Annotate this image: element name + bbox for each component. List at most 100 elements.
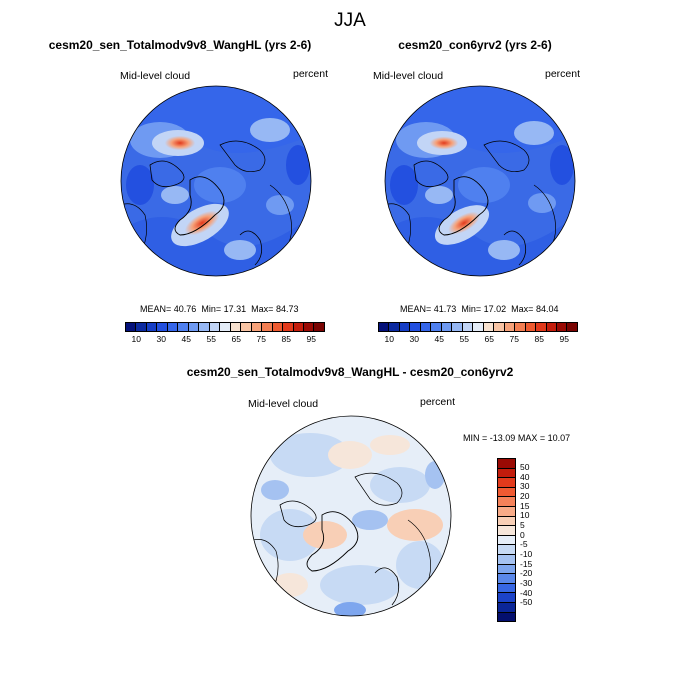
colorbar-swatch: [431, 323, 442, 331]
colorbar-swatch: [567, 323, 577, 331]
panel2-mean: 41.73: [433, 304, 457, 314]
panel1-units-label: percent: [293, 68, 329, 80]
panel1-min-label: Min=: [201, 304, 222, 314]
colorbar-tick-label: 10: [520, 510, 530, 521]
colorbar-swatch: [556, 323, 568, 331]
diff-min: -13.09: [489, 433, 516, 443]
colorbar-swatch: [126, 323, 137, 331]
colorbar-swatch: [494, 323, 505, 331]
colorbar-swatch: [473, 323, 484, 331]
panel2-max: 84.04: [535, 304, 559, 314]
diff-variable-label: Mid-level cloud: [248, 398, 319, 410]
panel2-min: 17.02: [483, 304, 507, 314]
colorbar-swatch: [251, 323, 263, 331]
colorbar-swatch: [483, 323, 495, 331]
colorbar-swatch: [136, 323, 147, 331]
colorbar-swatch: [498, 602, 515, 613]
diff-colorbar: [497, 458, 516, 622]
panel2-colorbar: [378, 322, 578, 332]
colorbar-swatch: [498, 459, 515, 469]
colorbar-swatch: [399, 323, 411, 331]
colorbar-tick-label: 85: [534, 334, 544, 344]
colorbar-swatch: [536, 323, 547, 331]
figure-title: JJA: [334, 10, 366, 31]
colorbar-swatch: [272, 323, 284, 331]
colorbar-tick-label: -20: [520, 568, 533, 579]
colorbar-swatch: [498, 506, 515, 517]
colorbar-tick-label: 10: [384, 334, 394, 344]
panel1-max-label: Max=: [251, 304, 274, 314]
panel2-max-label: Max=: [511, 304, 534, 314]
colorbar-tick-label: -30: [520, 577, 533, 588]
colorbar-tick-label: 45: [434, 334, 444, 344]
colorbar-swatch: [146, 323, 158, 331]
colorbar-swatch: [498, 516, 515, 527]
colorbar-swatch: [314, 323, 324, 331]
panel1-min: 17.31: [223, 304, 247, 314]
colorbar-swatch: [283, 323, 294, 331]
colorbar-swatch: [303, 323, 315, 331]
colorbar-swatch: [199, 323, 210, 331]
colorbar-swatch: [379, 323, 390, 331]
colorbar-swatch: [389, 323, 400, 331]
diff-colorbar-ticks: 50 40 30 20 15 10 5 0 -5 -10 -15 -20 -30 -40 -50: [520, 458, 550, 622]
colorbar-tick-label: -15: [520, 558, 533, 569]
colorbar-swatch: [241, 323, 252, 331]
colorbar-swatch: [209, 323, 221, 331]
colorbar-swatch: [220, 323, 231, 331]
panel1-max: 84.73: [275, 304, 299, 314]
colorbar-tick-label: 95: [559, 334, 569, 344]
colorbar-swatch: [498, 545, 515, 555]
panel2-min-label: Min=: [461, 304, 482, 314]
colorbar-tick-label: 75: [256, 334, 266, 344]
colorbar-tick-label: -40: [520, 587, 533, 598]
colorbar-tick-label: 15: [520, 500, 530, 511]
colorbar-swatch: [498, 478, 515, 488]
diff-min-label: MIN =: [463, 433, 488, 443]
diff-polar-map: [250, 415, 452, 617]
panel1-stats: MEAN= 40.76 Min= 17.31 Max= 84.73: [140, 304, 298, 314]
colorbar-swatch: [498, 564, 515, 575]
colorbar-swatch: [410, 323, 421, 331]
diff-title: cesm20_sen_Totalmodv9v8_WangHL - cesm20_…: [186, 365, 514, 379]
colorbar-swatch: [262, 323, 273, 331]
colorbar-tick-label: 30: [156, 334, 166, 344]
colorbar-tick-label: -5: [520, 539, 528, 550]
panel1-variable-label: Mid-level cloud: [120, 70, 191, 82]
colorbar-swatch: [504, 323, 516, 331]
panel2-polar-map: [384, 85, 576, 277]
colorbar-swatch: [157, 323, 168, 331]
colorbar-swatch: [420, 323, 432, 331]
colorbar-swatch: [498, 487, 515, 498]
colorbar-swatch: [498, 574, 515, 584]
panel2-stats: MEAN= 41.73 Min= 17.02 Max= 84.04: [400, 304, 558, 314]
colorbar-tick-label: 5: [520, 520, 525, 531]
colorbar-swatch: [178, 323, 189, 331]
colorbar-swatch: [515, 323, 526, 331]
diff-max: 10.07: [547, 433, 571, 443]
colorbar-tick-label: 40: [520, 471, 530, 482]
colorbar-swatch: [498, 535, 515, 546]
colorbar-tick-label: 75: [509, 334, 519, 344]
panel2-units-label: percent: [545, 68, 581, 80]
diff-stats: MIN = -13.09 MAX = 10.07: [463, 433, 570, 443]
colorbar-swatch: [498, 554, 515, 565]
colorbar-tick-label: 0: [520, 529, 525, 540]
colorbar-tick-label: 55: [459, 334, 469, 344]
colorbar-tick-label: -50: [520, 597, 533, 608]
panel2-variable-label: Mid-level cloud: [373, 70, 444, 82]
colorbar-swatch: [498, 612, 515, 622]
colorbar-swatch: [525, 323, 537, 331]
panel1-title: cesm20_sen_Totalmodv9v8_WangHL (yrs 2-6): [48, 38, 312, 52]
colorbar-swatch: [293, 323, 304, 331]
colorbar-tick-label: 45: [181, 334, 191, 344]
colorbar-swatch: [546, 323, 557, 331]
panel1-colorbar-ticks: 10 30 45 55 65 75 85 95: [125, 334, 325, 346]
panel1-polar-map: [120, 85, 312, 277]
panel2-colorbar-ticks: 10 30 45 55 65 75 85 95: [378, 334, 578, 346]
diff-units-label: percent: [420, 396, 456, 408]
colorbar-tick-label: 20: [520, 491, 530, 502]
colorbar-swatch: [188, 323, 200, 331]
colorbar-tick-label: 55: [206, 334, 216, 344]
colorbar-swatch: [441, 323, 453, 331]
